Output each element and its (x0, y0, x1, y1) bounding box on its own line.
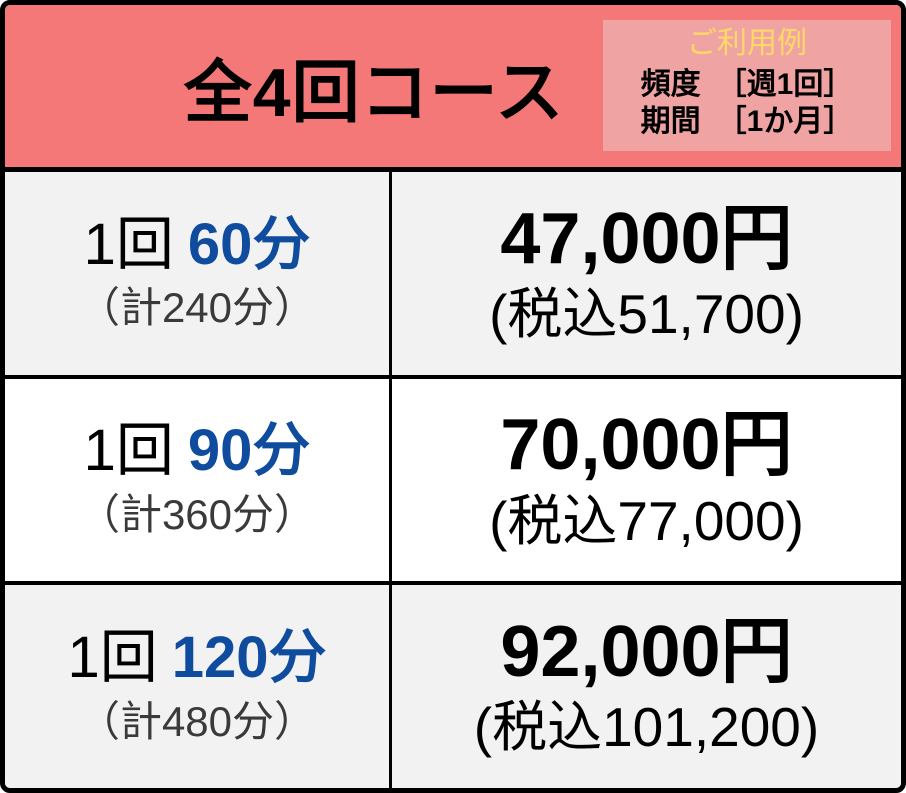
duration-cell-90min: 1回 90分 （計360分） (5, 378, 392, 582)
usage-period-label: 期間 (640, 105, 701, 138)
price-with-tax: (税込77,000) (489, 489, 804, 552)
price-value: 70,000円 (500, 405, 793, 486)
usage-example-title: ご利用例 (687, 26, 807, 60)
duration-minutes: 120分 (171, 625, 327, 691)
duration-minutes: 60分 (187, 211, 311, 277)
per-session-label: 1回 (83, 418, 174, 484)
price-value: 92,000円 (500, 612, 793, 693)
pricing-rows: 1回 60分 （計240分） 47,000円 (税込51,700) 1回 90分… (5, 172, 901, 788)
usage-frequency-row: 頻度 ［週1回］ (641, 66, 854, 104)
price-row-60min: 1回 60分 （計240分） 47,000円 (税込51,700) (5, 172, 901, 375)
price-with-tax: (税込101,200) (473, 696, 820, 759)
usage-frequency-value: ［週1回］ (716, 67, 854, 101)
price-row-90min: 1回 90分 （計360分） 70,000円 (税込77,000) (5, 374, 901, 582)
total-duration: （計480分） (77, 697, 317, 745)
course-title: 全4回コース (183, 54, 565, 131)
price-value: 47,000円 (500, 198, 793, 279)
duration-line: 1回 90分 (84, 418, 311, 485)
duration-minutes: 90分 (187, 418, 311, 484)
price-cell-60min: 47,000円 (税込51,700) (392, 172, 901, 375)
price-with-tax: (税込51,700) (489, 282, 804, 345)
per-session-label: 1回 (67, 625, 158, 691)
usage-frequency-label: 頻度 (640, 67, 701, 101)
total-duration: （計360分） (77, 491, 317, 539)
price-cell-120min: 92,000円 (税込101,200) (392, 585, 901, 788)
price-row-120min: 1回 120分 （計480分） 92,000円 (税込101,200) (5, 581, 901, 788)
duration-cell-120min: 1回 120分 （計480分） (5, 585, 392, 788)
duration-line: 1回 60分 (84, 212, 311, 279)
course-header: 全4回コース ご利用例 頻度 ［週1回］ 期間 ［1か月］ (5, 5, 901, 172)
price-cell-90min: 70,000円 (税込77,000) (392, 378, 901, 582)
usage-period-value: ［1か月］ (716, 105, 854, 138)
usage-example-box: ご利用例 頻度 ［週1回］ 期間 ［1か月］ (603, 19, 891, 151)
per-session-label: 1回 (83, 211, 174, 277)
total-duration: （計240分） (77, 284, 317, 332)
usage-period-row: 期間 ［1か月］ (641, 103, 854, 141)
duration-cell-60min: 1回 60分 （計240分） (5, 172, 392, 375)
duration-line: 1回 120分 (67, 625, 326, 692)
